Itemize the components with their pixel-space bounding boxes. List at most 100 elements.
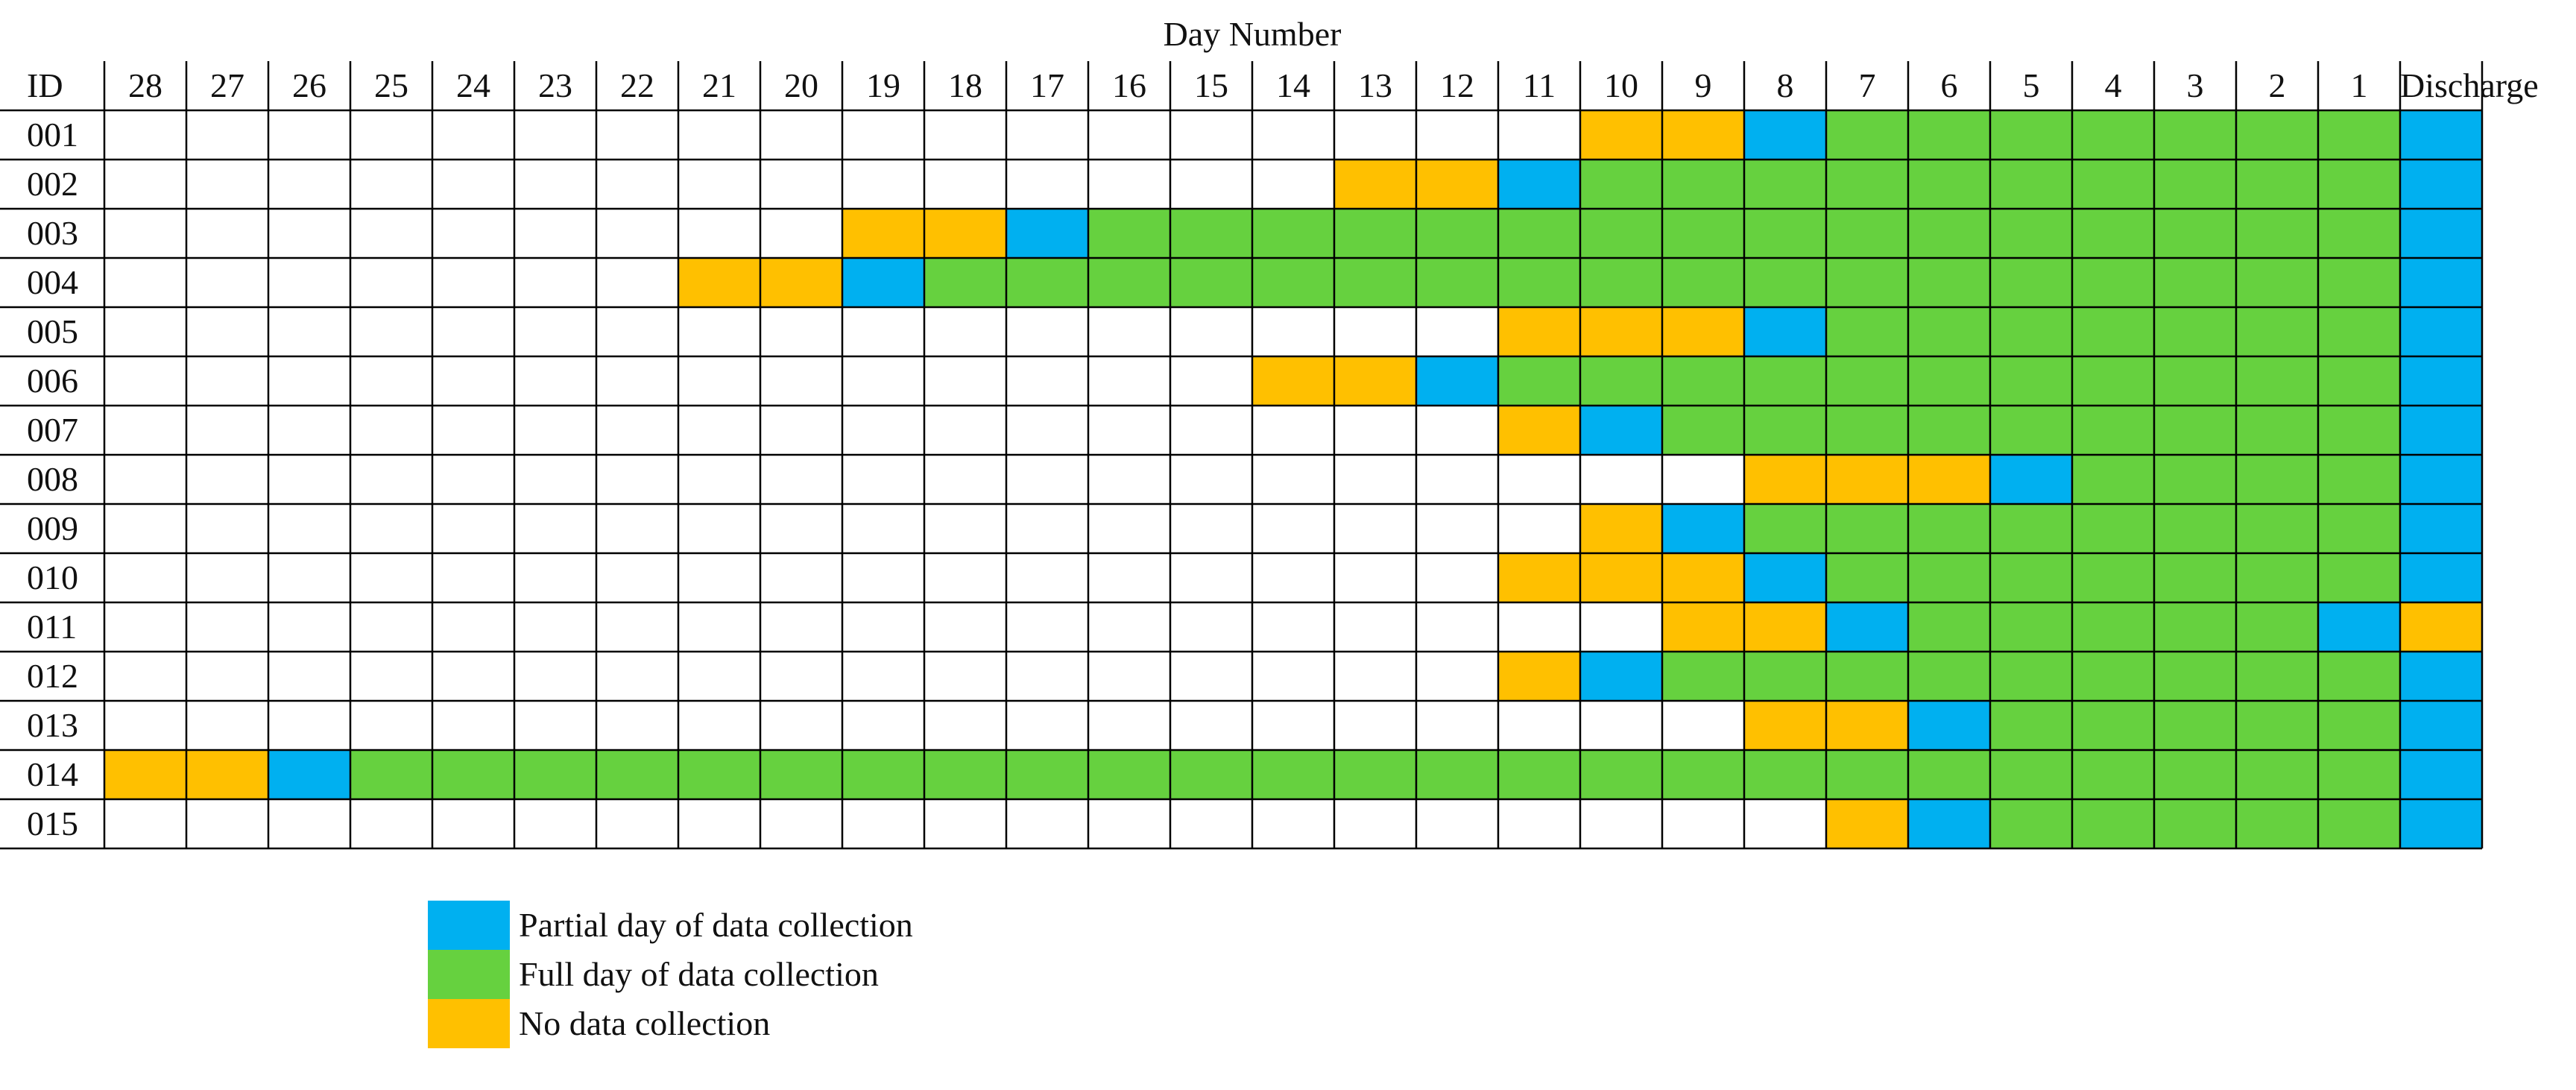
cell-009-10 <box>1580 504 1662 553</box>
column-header-25: 25 <box>374 66 408 104</box>
cell-015-14 <box>1252 799 1334 848</box>
cell-008-26 <box>268 455 350 504</box>
cell-006-3 <box>2154 356 2236 406</box>
cell-003-discharge <box>2400 209 2482 258</box>
cell-002-21 <box>678 160 760 209</box>
cell-005-27 <box>186 307 268 356</box>
cell-012-4 <box>2072 652 2154 701</box>
cell-004-discharge <box>2400 258 2482 307</box>
cell-002-16 <box>1088 160 1170 209</box>
cell-009-20 <box>760 504 842 553</box>
column-header-26: 26 <box>292 66 326 104</box>
cell-014-28 <box>104 750 186 799</box>
cell-013-3 <box>2154 701 2236 750</box>
legend-label: No data collection <box>519 1004 771 1042</box>
cell-012-8 <box>1744 652 1826 701</box>
cell-005-discharge <box>2400 307 2482 356</box>
cell-015-2 <box>2236 799 2318 848</box>
cell-011-24 <box>432 602 514 652</box>
cell-014-3 <box>2154 750 2236 799</box>
cell-013-8 <box>1744 701 1826 750</box>
cell-004-28 <box>104 258 186 307</box>
cell-003-18 <box>924 209 1006 258</box>
cell-011-10 <box>1580 602 1662 652</box>
cell-004-7 <box>1826 258 1908 307</box>
cell-007-19 <box>842 406 924 455</box>
cell-004-25 <box>350 258 432 307</box>
cell-012-discharge <box>2400 652 2482 701</box>
cell-002-28 <box>104 160 186 209</box>
cell-008-2 <box>2236 455 2318 504</box>
cell-012-22 <box>596 652 678 701</box>
cell-008-3 <box>2154 455 2236 504</box>
cell-004-11 <box>1498 258 1580 307</box>
cell-015-19 <box>842 799 924 848</box>
cell-003-28 <box>104 209 186 258</box>
cell-001-8 <box>1744 110 1826 160</box>
cell-010-24 <box>432 553 514 602</box>
row-header-label: ID <box>27 66 63 104</box>
cell-007-discharge <box>2400 406 2482 455</box>
cell-002-9 <box>1662 160 1744 209</box>
cell-008-18 <box>924 455 1006 504</box>
cell-012-17 <box>1006 652 1088 701</box>
column-header-9: 9 <box>1694 66 1712 104</box>
cell-007-6 <box>1908 406 1990 455</box>
cell-006-16 <box>1088 356 1170 406</box>
cell-005-2 <box>2236 307 2318 356</box>
cell-011-11 <box>1498 602 1580 652</box>
cell-001-12 <box>1416 110 1498 160</box>
cell-001-17 <box>1006 110 1088 160</box>
cell-014-11 <box>1498 750 1580 799</box>
row-id-001: 001 <box>27 116 78 154</box>
cell-010-26 <box>268 553 350 602</box>
column-header-11: 11 <box>1522 66 1556 104</box>
cell-001-22 <box>596 110 678 160</box>
cell-008-13 <box>1334 455 1416 504</box>
cell-001-14 <box>1252 110 1334 160</box>
cell-004-22 <box>596 258 678 307</box>
cell-001-7 <box>1826 110 1908 160</box>
cell-002-17 <box>1006 160 1088 209</box>
cell-004-13 <box>1334 258 1416 307</box>
cell-005-19 <box>842 307 924 356</box>
cell-012-5 <box>1990 652 2072 701</box>
cell-011-3 <box>2154 602 2236 652</box>
cell-009-7 <box>1826 504 1908 553</box>
cell-015-16 <box>1088 799 1170 848</box>
cell-014-18 <box>924 750 1006 799</box>
column-header-27: 27 <box>210 66 244 104</box>
cell-015-21 <box>678 799 760 848</box>
cell-001-4 <box>2072 110 2154 160</box>
cell-012-18 <box>924 652 1006 701</box>
cell-009-8 <box>1744 504 1826 553</box>
cell-005-5 <box>1990 307 2072 356</box>
cell-015-26 <box>268 799 350 848</box>
cell-004-1 <box>2318 258 2400 307</box>
cell-010-20 <box>760 553 842 602</box>
cell-010-14 <box>1252 553 1334 602</box>
cell-007-21 <box>678 406 760 455</box>
cell-014-1 <box>2318 750 2400 799</box>
cell-005-26 <box>268 307 350 356</box>
cell-015-7 <box>1826 799 1908 848</box>
cell-009-9 <box>1662 504 1744 553</box>
cell-009-22 <box>596 504 678 553</box>
cell-015-28 <box>104 799 186 848</box>
cell-015-discharge <box>2400 799 2482 848</box>
cell-007-15 <box>1170 406 1252 455</box>
cell-005-21 <box>678 307 760 356</box>
cell-012-16 <box>1088 652 1170 701</box>
column-header-6: 6 <box>1940 66 1958 104</box>
cell-007-3 <box>2154 406 2236 455</box>
cell-005-20 <box>760 307 842 356</box>
row-id-003: 003 <box>27 214 78 252</box>
cell-008-10 <box>1580 455 1662 504</box>
cell-009-15 <box>1170 504 1252 553</box>
cell-004-9 <box>1662 258 1744 307</box>
cell-013-10 <box>1580 701 1662 750</box>
cell-015-20 <box>760 799 842 848</box>
cell-013-2 <box>2236 701 2318 750</box>
